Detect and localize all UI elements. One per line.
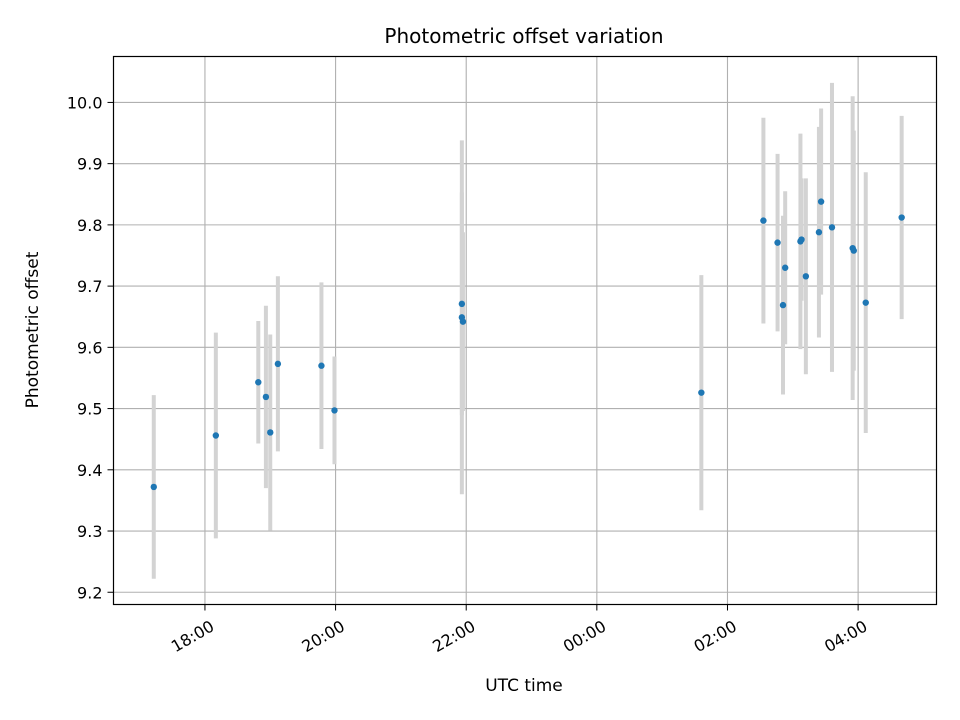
data-point bbox=[255, 379, 262, 386]
y-tick-label: 9.4 bbox=[77, 461, 102, 480]
data-point bbox=[774, 239, 781, 246]
plot-frame bbox=[112, 55, 938, 606]
y-tick-label: 9.3 bbox=[77, 522, 102, 541]
x-tick-label: 04:00 bbox=[821, 617, 870, 657]
y-axis: 9.2 9.3 9.4 9.5 9.6 9.7 9.8 9.9 10.0 bbox=[67, 93, 114, 602]
x-tick-label: 18:00 bbox=[168, 617, 217, 657]
y-tick-label: 9.9 bbox=[77, 155, 102, 174]
data-point bbox=[802, 273, 810, 280]
x-tick-label: 20:00 bbox=[299, 617, 348, 657]
y-tick-label: 9.5 bbox=[77, 400, 102, 419]
data-point bbox=[459, 318, 467, 325]
data-points bbox=[150, 198, 905, 491]
data-point bbox=[262, 393, 270, 401]
data-point bbox=[898, 214, 905, 221]
y-tick-label: 10.0 bbox=[67, 93, 103, 112]
x-axis-title: UTC time bbox=[485, 676, 563, 696]
data-point bbox=[817, 198, 825, 205]
x-tick-label: 00:00 bbox=[560, 617, 609, 657]
data-point bbox=[798, 236, 805, 243]
error-bars bbox=[151, 82, 904, 579]
data-point bbox=[698, 389, 705, 396]
data-point bbox=[150, 483, 157, 491]
data-point bbox=[458, 300, 466, 308]
data-point bbox=[850, 247, 857, 254]
y-tick-label: 9.2 bbox=[77, 583, 102, 602]
data-point bbox=[267, 429, 274, 436]
data-point bbox=[779, 301, 787, 309]
data-point bbox=[828, 224, 836, 231]
x-tick-label: 02:00 bbox=[690, 617, 739, 657]
data-point bbox=[318, 362, 325, 369]
y-tick-label: 9.7 bbox=[77, 277, 102, 296]
grid bbox=[113, 56, 937, 605]
data-point bbox=[862, 299, 869, 306]
y-tick-label: 9.8 bbox=[77, 216, 102, 235]
data-point bbox=[274, 360, 282, 368]
data-point bbox=[212, 432, 220, 439]
y-axis-title: Photometric offset bbox=[23, 251, 43, 408]
data-point bbox=[815, 229, 823, 236]
x-axis: 18:00 20:00 22:00 00:00 02:00 04:00 bbox=[168, 604, 871, 657]
chart-title: Photometric offset variation bbox=[384, 24, 663, 48]
data-point bbox=[781, 264, 789, 271]
data-point bbox=[331, 407, 338, 414]
data-point bbox=[760, 217, 767, 224]
y-tick-label: 9.6 bbox=[77, 338, 102, 357]
x-tick-label: 22:00 bbox=[429, 617, 478, 657]
